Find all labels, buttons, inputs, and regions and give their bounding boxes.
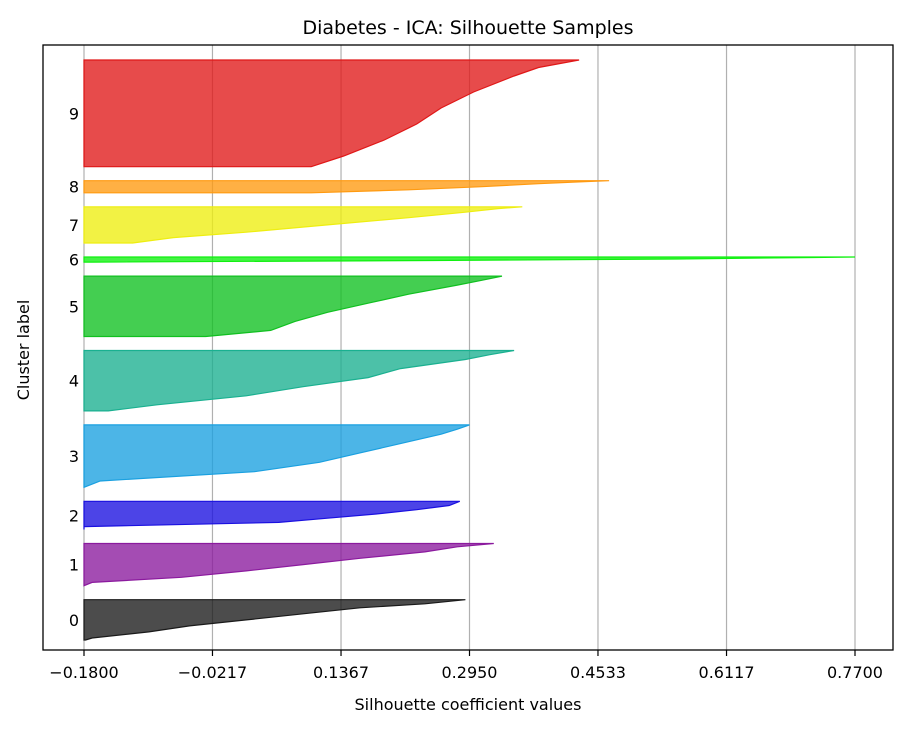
x-tick-label: 0.1367 bbox=[313, 663, 369, 682]
x-axis-ticks: −0.1800 −0.0217 0.1367 0.2950 0.4533 0.6117 0.… bbox=[49, 650, 883, 682]
cluster-label: 8 bbox=[69, 178, 79, 197]
cluster-label: 5 bbox=[69, 297, 79, 316]
cluster-label: 3 bbox=[69, 447, 79, 466]
cluster-label: 2 bbox=[69, 506, 79, 525]
chart-title: Diabetes - ICA: Silhouette Samples bbox=[302, 17, 633, 39]
cluster-band bbox=[83, 206, 523, 244]
cluster-label: 4 bbox=[69, 372, 79, 391]
x-tick-label: 0.6117 bbox=[699, 663, 755, 682]
cluster-band bbox=[83, 349, 515, 412]
plot-frame bbox=[42, 44, 894, 651]
x-axis-label: Silhouette coefficient values bbox=[355, 695, 582, 714]
cluster-label: 0 bbox=[69, 611, 79, 630]
cluster-labels: 0 1 2 3 4 5 6 7 8 9 bbox=[69, 104, 79, 630]
cluster-band bbox=[83, 424, 470, 489]
x-tick-label: 0.2950 bbox=[442, 663, 498, 682]
y-axis-label: Cluster label bbox=[14, 300, 33, 401]
cluster-band bbox=[83, 599, 466, 641]
x-tick-label: 0.4533 bbox=[570, 663, 626, 682]
cluster-band bbox=[83, 275, 503, 338]
cluster-band bbox=[83, 500, 461, 530]
cluster-label: 7 bbox=[69, 216, 79, 235]
cluster-band bbox=[83, 59, 580, 168]
cluster-silhouettes bbox=[83, 59, 856, 641]
cluster-band bbox=[83, 256, 856, 263]
cluster-band bbox=[83, 542, 494, 587]
cluster-label: 1 bbox=[69, 556, 79, 575]
cluster-label: 9 bbox=[69, 104, 79, 123]
x-tick-label: −0.0217 bbox=[178, 663, 247, 682]
cluster-band bbox=[83, 180, 610, 194]
cluster-label: 6 bbox=[69, 251, 79, 270]
x-tick-label: −0.1800 bbox=[49, 663, 118, 682]
x-tick-label: 0.7700 bbox=[827, 663, 883, 682]
